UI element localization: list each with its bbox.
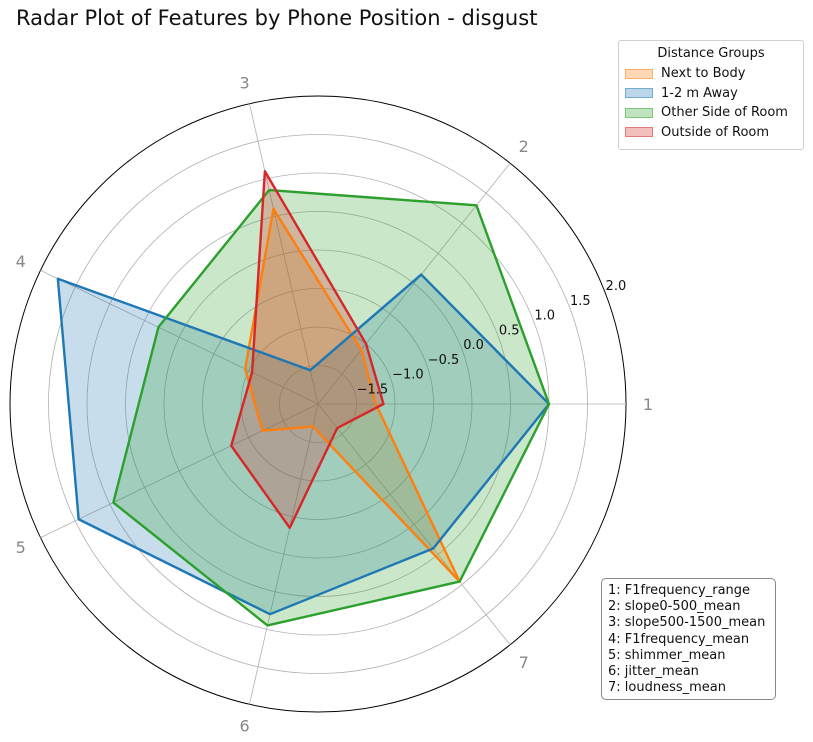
legend-label: Next to Body bbox=[661, 66, 746, 82]
series-line-outside-of-room bbox=[230, 170, 385, 530]
feature-key-line: 5: shimmer_mean bbox=[608, 647, 726, 663]
series-line-next-to-body bbox=[243, 207, 461, 583]
axis-label: 5 bbox=[16, 538, 26, 557]
legend-label: Other Side of Room bbox=[661, 105, 788, 121]
axis-label: 6 bbox=[239, 717, 249, 736]
legend-item-other-side-of-room: Other Side of Room bbox=[619, 103, 803, 123]
radial-tick-label: −0.5 bbox=[428, 353, 460, 368]
legend-label: Outside of Room bbox=[661, 124, 770, 140]
axis-label: 1 bbox=[643, 395, 653, 414]
radial-grid bbox=[40, 103, 626, 705]
legend-swatch bbox=[625, 68, 653, 79]
legend-item-1-2-m-away: 1-2 m Away bbox=[619, 84, 803, 104]
axis-label: 3 bbox=[239, 73, 249, 92]
legend: Distance Groups Next to Body 1-2 m Away … bbox=[618, 40, 804, 150]
axis-label: 2 bbox=[519, 137, 529, 156]
radial-tick-label: 0.0 bbox=[463, 338, 484, 353]
series-line-1-2-m-away bbox=[56, 273, 551, 616]
angular-gridline bbox=[249, 403, 319, 705]
angular-gridline bbox=[317, 403, 511, 646]
feature-key-line: 3: slope500-1500_mean bbox=[608, 615, 766, 631]
feature-key-box: 1: F1frequency_range 2: slope0-500_mean … bbox=[601, 578, 776, 700]
legend-swatch bbox=[625, 88, 653, 99]
feature-key-line: 4: F1frequency_mean bbox=[608, 631, 750, 647]
chart-title: Radar Plot of Features by Phone Position… bbox=[16, 6, 538, 30]
radial-tick-label: 1.0 bbox=[534, 309, 555, 324]
radial-tick-label: 1.5 bbox=[570, 294, 591, 309]
feature-key-line: 6: jitter_mean bbox=[608, 663, 699, 679]
legend-label: 1-2 m Away bbox=[661, 85, 738, 101]
feature-key-line: 1: F1frequency_range bbox=[608, 583, 751, 598]
angular-gridline bbox=[317, 162, 511, 405]
legend-title: Distance Groups bbox=[657, 46, 765, 61]
angular-gridline bbox=[40, 403, 319, 538]
axis-label: 7 bbox=[519, 653, 529, 672]
series-area-outside-of-room bbox=[231, 171, 384, 528]
legend-swatch bbox=[625, 127, 653, 138]
feature-key-line: 2: slope0-500_mean bbox=[608, 599, 741, 615]
series-area-1-2-m-away bbox=[57, 274, 549, 615]
series-line-other-side-of-room bbox=[112, 188, 551, 627]
legend-item-next-to-body: Next to Body bbox=[619, 64, 803, 84]
series-area-next-to-body bbox=[245, 208, 460, 582]
angular-gridline bbox=[249, 103, 319, 405]
legend-swatch bbox=[625, 107, 653, 118]
axis-labels: −1.5−1.0 −0.50.0 0.5 1.0 1.5 2.0 1 2 3 4 5 6 7 bbox=[16, 73, 654, 735]
series-layer bbox=[56, 170, 551, 627]
axis-label: 4 bbox=[16, 252, 26, 271]
radial-tick-label: −1.0 bbox=[392, 368, 424, 383]
legend-item-outside-of-room: Outside of Room bbox=[619, 123, 803, 143]
radial-tick-label: 2.0 bbox=[606, 279, 627, 294]
angular-gridline bbox=[40, 270, 319, 405]
feature-key-line: 7: loudness_mean bbox=[608, 680, 726, 696]
radial-tick-label: −1.5 bbox=[357, 382, 389, 397]
series-area-other-side-of-room bbox=[113, 190, 550, 626]
radial-tick-label: 0.5 bbox=[499, 323, 520, 338]
